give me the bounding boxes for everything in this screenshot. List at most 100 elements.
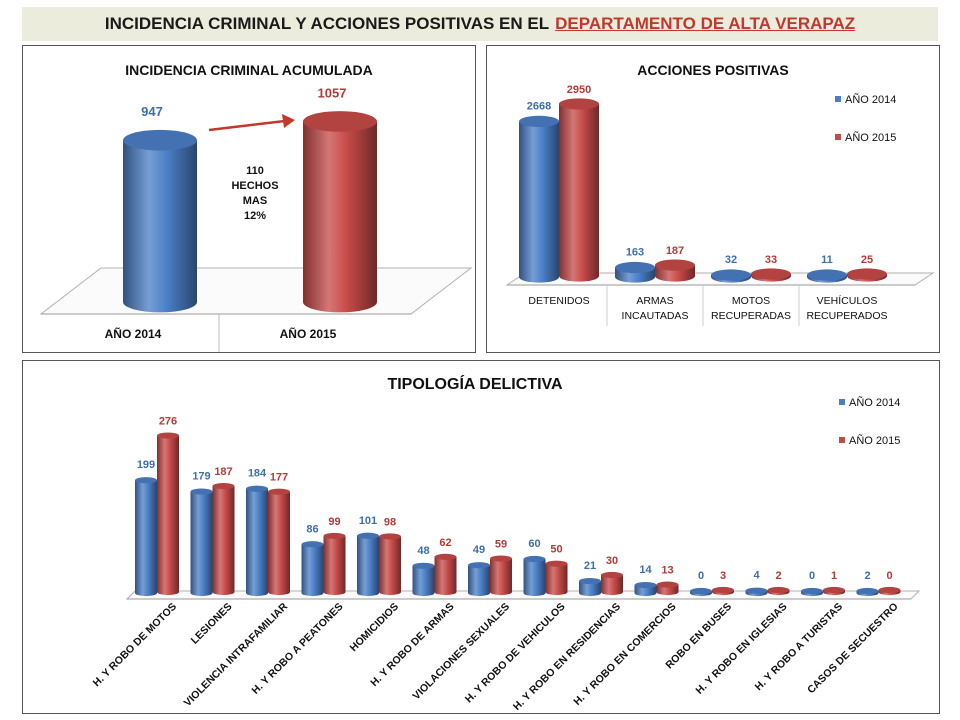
chart3-bar-8-0-top (579, 578, 601, 585)
chart1-category-label-1: AÑO 2015 (280, 326, 337, 341)
chart3-bar-13-0-top (856, 587, 879, 595)
chart2-bar-0-1 (559, 98, 599, 282)
chart3-data-label-2-1: 177 (270, 472, 288, 484)
chart3-data-label-13-1: 0 (886, 570, 892, 582)
chart2-data-label-2-0: 32 (725, 254, 737, 266)
chart2-data-label-0-1: 2950 (567, 84, 591, 96)
chart3-data-label-10-0: 0 (698, 570, 704, 582)
chart3-category-label-4: HOMICIDIOS (348, 601, 401, 654)
chart3-bar-5-0-top (412, 562, 435, 569)
chart1-bar-1-top (303, 111, 377, 132)
chart3-bar-7-0-top (523, 555, 546, 563)
chart3-bar-2-1-top (268, 488, 290, 495)
chart3-bar-1-0-body (190, 491, 213, 597)
chart3-bar-7-1 (545, 560, 568, 596)
chart3-bar-5-1-body (434, 556, 457, 596)
chart3-bar-12-0-top (801, 587, 823, 595)
chart2-bar-1-1-top (655, 259, 695, 271)
chart3-bar-10-0-top (690, 587, 712, 595)
chart2-category-label-2-1: RECUPERADAS (711, 310, 791, 322)
chart2-category-label-1-0: ARMAS (636, 295, 673, 307)
chart2-category-label-0-0: DETENIDOS (528, 295, 589, 307)
chart1-annotation-line-3: 12% (244, 210, 266, 222)
chart3-bar-13-0 (856, 587, 879, 597)
chart2-data-label-2-1: 33 (765, 254, 777, 266)
chart3-bar-0-1-body (157, 435, 179, 596)
chart3-bar-1-0-top (190, 488, 213, 495)
chart3-bar-4-0 (357, 532, 379, 597)
chart2-category-label-1-1: INCAUTADAS (622, 310, 689, 322)
chart2-data-label-1-1: 187 (666, 245, 684, 257)
chart3-bar-1-1 (212, 482, 235, 596)
chart3-bar-12-1 (823, 586, 845, 596)
chart3-data-label-8-0: 21 (584, 560, 596, 572)
chart2-legend-swatch-0 (835, 96, 841, 102)
chart3-bar-0-1-top (157, 432, 179, 439)
chart2-bar-1-0-top (615, 261, 655, 274)
chart3-category-label-13: CASOS DE SECUESTRO (805, 601, 901, 697)
chart2-title: ACCIONES POSITIVAS (637, 62, 788, 78)
chart3-bar-9-0-body (634, 585, 657, 597)
chart3-bar-4-1 (379, 533, 401, 596)
chart3-data-label-7-0: 60 (528, 538, 540, 550)
chart2-bar-3-0 (807, 269, 847, 283)
chart3-category-label-0: H. Y ROBO DE MOTOS (91, 601, 180, 690)
chart3-category-label-11: H. Y ROBO EN IGLESIAS (694, 601, 790, 697)
chart3-bar-3-1-body (323, 535, 346, 596)
incidencia-panel: INCIDENCIA CRIMINAL ACUMULADA 947 AÑO 2014… (22, 45, 476, 353)
chart3-bar-1-1-body (212, 486, 235, 596)
chart2-bar-0-0 (519, 115, 559, 283)
chart3-category-label-2: VIOLENCIA INTRAFAMILIAR (182, 600, 291, 709)
chart3-data-label-0-0: 199 (137, 459, 155, 471)
chart1-floor (39, 267, 473, 315)
chart2-data-label-3-0: 11 (821, 254, 833, 266)
chart3-bar-2-1 (268, 488, 290, 596)
chart3-data-label-9-0: 14 (639, 564, 652, 576)
chart3-bar-6-0-top (468, 562, 490, 569)
chart3-bar-6-0-body (468, 565, 490, 597)
chart3-bar-7-0-body (523, 559, 546, 597)
chart1-title: INCIDENCIA CRIMINAL ACUMULADA (125, 62, 373, 78)
chart3-bar-3-0-top (301, 541, 324, 548)
chart3-bar-5-1 (434, 553, 457, 596)
chart3-bar-10-1 (712, 586, 734, 596)
chart3-bar-0-0-body (135, 480, 157, 597)
chart3-bar-4-0-top (357, 532, 379, 539)
chart3-bar-1-0 (190, 488, 213, 597)
chart2-bar-2-0 (711, 269, 751, 283)
chart3-bar-8-1-body (601, 575, 623, 596)
chart3-bar-11-1-top (767, 586, 790, 594)
chart1-category-label-0: AÑO 2014 (105, 326, 162, 341)
chart1-annotation-line-2: MAS (243, 195, 267, 207)
chart2-bar-2-1 (751, 268, 791, 282)
chart1-bar-0 (123, 129, 197, 313)
chart3-category-label-8: H. Y ROBO EN RESIDENCIAS (511, 601, 623, 713)
chart2-bar-3-1 (847, 268, 887, 282)
chart3-bar-12-1-top (823, 586, 845, 594)
chart3-bar-3-1 (323, 532, 346, 596)
chart3-category-label-6: VIOLACIONES SEXUALES (410, 601, 512, 703)
chart2-data-label-3-1: 25 (861, 254, 873, 266)
chart1-arrow-head (282, 114, 295, 128)
chart3-data-label-5-1: 62 (439, 537, 451, 549)
chart3-data-label-1-1: 187 (214, 466, 232, 478)
chart2-category-label-3-1: RECUPERADOS (806, 310, 887, 322)
chart3-bar-8-1-top (601, 571, 623, 579)
acciones-chart: ACCIONES POSITIVAS 2668 2950 DETENIDOS 163 18… (505, 62, 935, 326)
chart2-bar-3-1-top (847, 268, 887, 280)
chart3-bar-11-1 (767, 586, 790, 596)
chart2-bar-0-1-top (559, 98, 599, 110)
chart3-bar-2-1-body (268, 491, 290, 596)
chart3-bar-7-0 (523, 555, 546, 597)
chart3-data-label-11-0: 4 (753, 570, 760, 582)
chart3-title: TIPOLOGÍA DELICTIVA (387, 374, 563, 393)
chart3-bar-3-0-body (301, 544, 324, 597)
chart3-bar-6-0 (468, 562, 490, 597)
chart3-bar-5-0 (412, 562, 435, 597)
chart3-data-label-7-1: 50 (550, 544, 562, 556)
chart3-legend-swatch-0 (839, 399, 845, 405)
chart2-bar-1-0 (615, 261, 655, 283)
chart3-bar-4-1-top (379, 533, 401, 540)
chart3-bar-9-0 (634, 581, 657, 597)
chart1-arrow-shaft (208, 119, 286, 132)
